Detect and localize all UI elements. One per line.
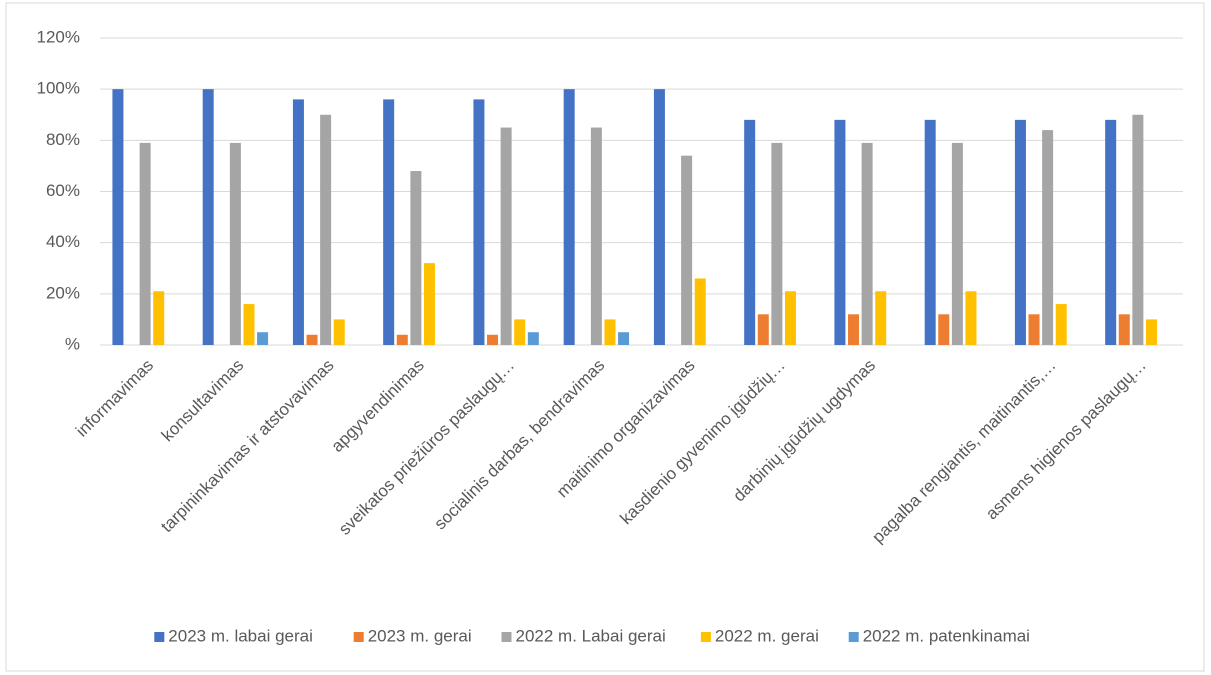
bar xyxy=(771,142,783,345)
bar xyxy=(938,314,950,345)
legend-swatch xyxy=(700,632,711,642)
bar xyxy=(383,99,395,346)
bar xyxy=(1145,319,1157,345)
bar xyxy=(784,291,796,345)
bar xyxy=(848,314,860,345)
bar xyxy=(473,99,485,346)
bar xyxy=(202,89,214,346)
legend-label: 2022 m. gerai xyxy=(715,626,819,645)
bar xyxy=(139,142,151,345)
bar xyxy=(514,319,526,345)
bar xyxy=(1028,314,1040,345)
bar xyxy=(694,278,706,345)
bar xyxy=(1105,119,1117,345)
bar xyxy=(1132,114,1144,345)
bar xyxy=(563,89,575,346)
bar xyxy=(112,89,124,346)
legend-swatch xyxy=(848,632,859,642)
y-tick-label: 80% xyxy=(46,130,80,149)
bar xyxy=(1042,130,1054,345)
bar xyxy=(333,319,345,345)
legend-label: 2023 m. labai gerai xyxy=(168,626,313,645)
bar xyxy=(487,334,499,345)
bar xyxy=(1055,304,1067,345)
bar xyxy=(243,304,255,345)
bar xyxy=(229,142,241,345)
legend-swatch xyxy=(154,632,165,642)
bar xyxy=(320,114,332,345)
bar xyxy=(590,127,602,346)
y-tick-label: 20% xyxy=(46,283,80,302)
bar xyxy=(653,89,665,346)
bar xyxy=(604,319,616,345)
bar xyxy=(924,119,936,345)
bar xyxy=(292,99,304,346)
bar xyxy=(500,127,512,346)
bar xyxy=(423,263,435,345)
bar xyxy=(527,332,539,345)
bar xyxy=(834,119,846,345)
bar xyxy=(257,332,269,345)
legend-label: 2023 m. gerai xyxy=(368,626,472,645)
y-tick-label: % xyxy=(65,334,80,353)
bar xyxy=(396,334,408,345)
bar xyxy=(153,291,165,345)
legend-swatch xyxy=(501,632,512,642)
y-tick-label: 40% xyxy=(46,232,80,251)
bar xyxy=(744,119,756,345)
bar xyxy=(951,142,963,345)
bar xyxy=(306,334,318,345)
y-tick-label: 60% xyxy=(46,181,80,200)
bar xyxy=(1014,119,1026,345)
y-tick-label: 100% xyxy=(37,79,80,98)
legend-label: 2022 m. Labai gerai xyxy=(516,626,666,645)
bar xyxy=(681,155,693,345)
y-tick-label: 120% xyxy=(37,27,80,46)
legend-label: 2022 m. patenkinamai xyxy=(863,626,1030,645)
bar xyxy=(861,142,873,345)
legend-swatch xyxy=(353,632,364,642)
bar xyxy=(965,291,977,345)
bar xyxy=(875,291,887,345)
bar xyxy=(618,332,630,345)
bar xyxy=(757,314,769,345)
bar xyxy=(1118,314,1130,345)
bar xyxy=(410,171,422,345)
